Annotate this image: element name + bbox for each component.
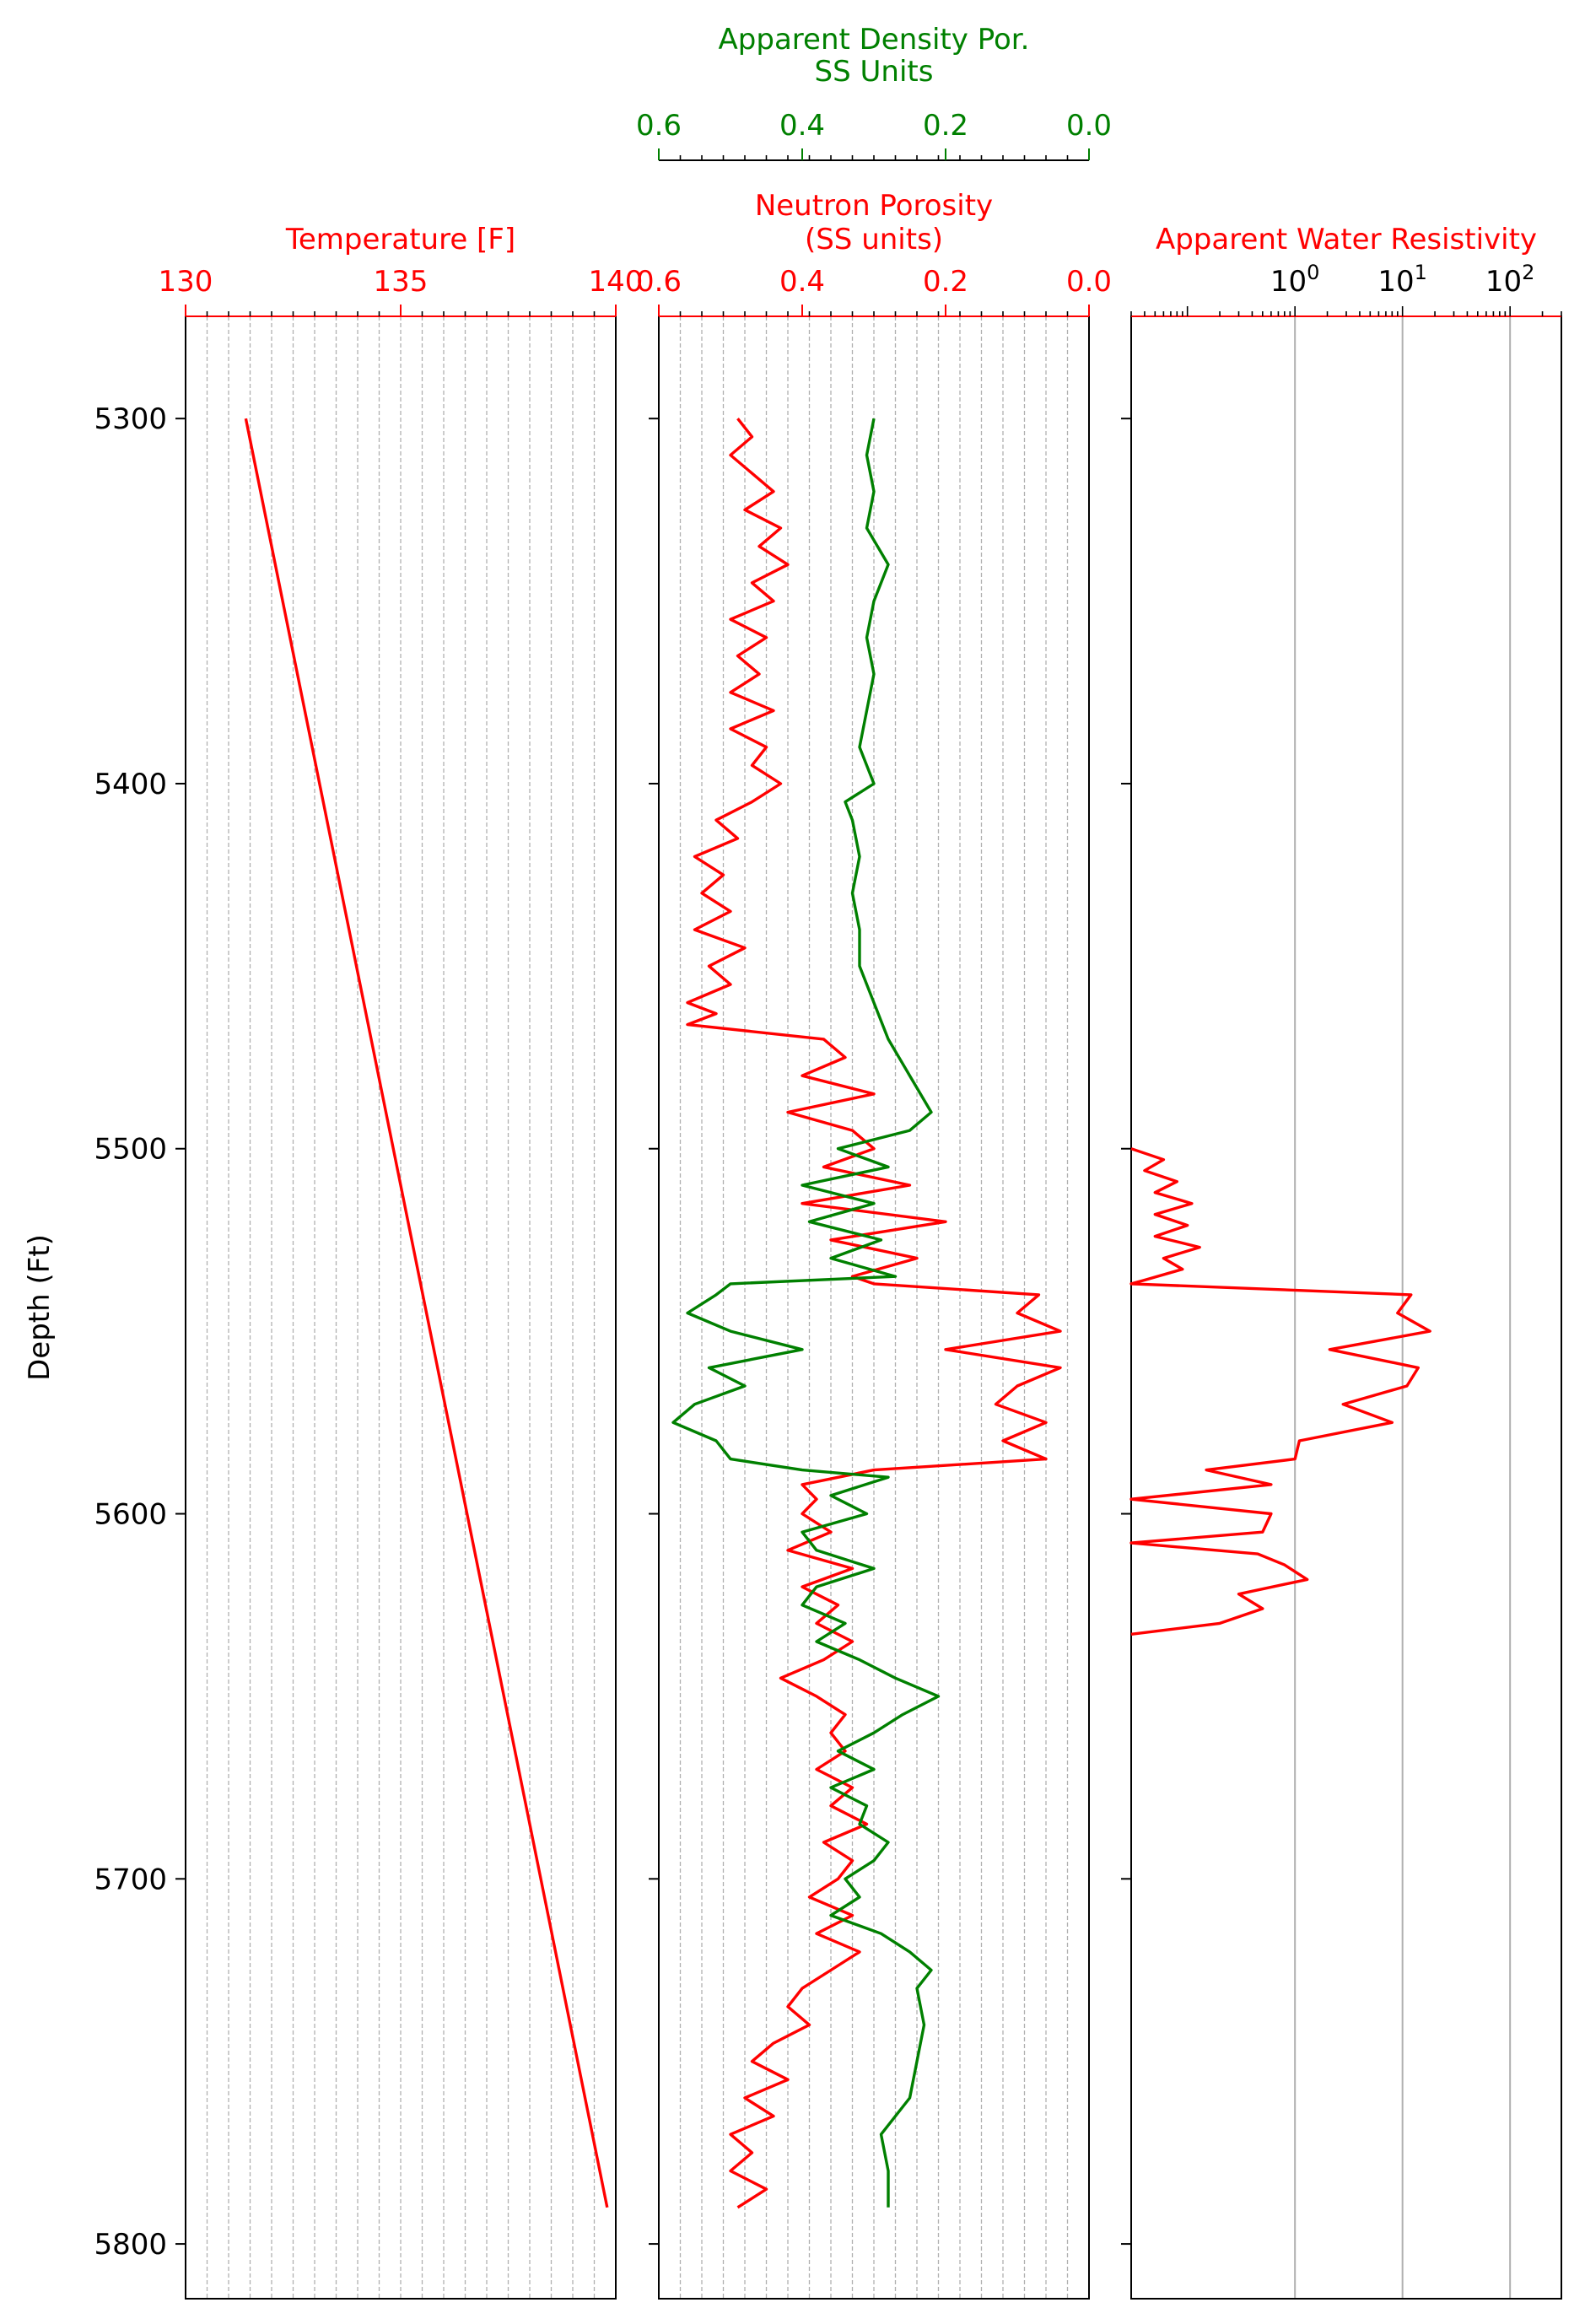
x-tick-label: 130 xyxy=(159,265,213,299)
series-line-1 xyxy=(686,418,1062,2209)
y-tick-label: 5500 xyxy=(94,1133,167,1167)
track-1: 130 135 140 Temperature [F] xyxy=(159,223,644,2300)
secondary-axis-label: SS Units xyxy=(815,55,934,89)
y-tick-label: 5300 xyxy=(94,402,167,436)
track-2: 0.6 0.4 0.2 0.0 Neutron Porosity(SS units) 0.… xyxy=(636,23,1112,2300)
series-line-1 xyxy=(244,418,609,2208)
secondary-axis-label: Apparent Density Por. xyxy=(719,23,1030,57)
y-axis-label: Depth (Ft) xyxy=(23,1234,57,1381)
y-tick-label: 5400 xyxy=(94,768,167,801)
secondary-tick-label: 0.4 xyxy=(779,109,825,143)
x-tick-label: 140 xyxy=(589,265,644,299)
x-tick-label: 101 xyxy=(1377,261,1427,299)
series-line-2 xyxy=(671,418,941,2208)
x-axis-label: Neutron Porosity xyxy=(755,189,993,223)
x-tick-label: 0.6 xyxy=(636,265,682,299)
secondary-tick-label: 0.0 xyxy=(1066,109,1112,143)
x-tick-label: 100 xyxy=(1270,261,1320,299)
x-tick-label: 135 xyxy=(374,265,429,299)
y-tick-label: 5600 xyxy=(94,1498,167,1532)
secondary-tick-label: 0.6 xyxy=(636,109,682,143)
y-tick-label: 5800 xyxy=(94,2228,167,2262)
x-tick-label: 102 xyxy=(1485,261,1535,299)
x-axis-label: Apparent Water Resistivity xyxy=(1156,223,1537,256)
y-tick-label: 5700 xyxy=(94,1863,167,1896)
secondary-tick-label: 0.2 xyxy=(923,109,968,143)
x-axis-label: Temperature [F] xyxy=(285,223,515,256)
series-line-1 xyxy=(1129,1147,1431,1636)
x-tick-label: 0.0 xyxy=(1066,265,1112,299)
x-tick-label: 0.4 xyxy=(779,265,825,299)
x-tick-label: 0.2 xyxy=(923,265,968,299)
track-3: 100 101 102 Apparent Water Resistivity xyxy=(1121,223,1562,2300)
plot-frame xyxy=(1130,315,1562,2300)
x-axis-label: (SS units) xyxy=(805,223,943,256)
